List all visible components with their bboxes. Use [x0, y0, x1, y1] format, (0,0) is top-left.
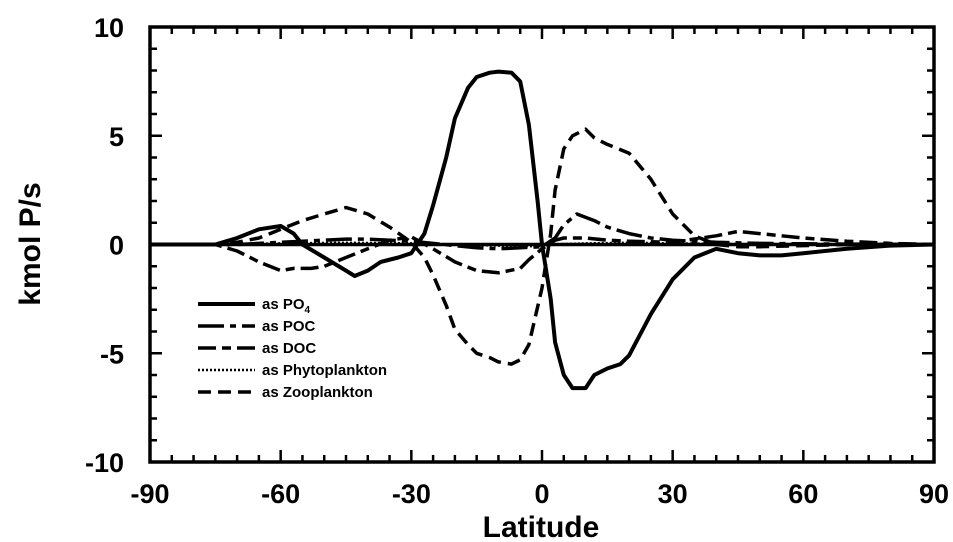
x-tick-label: 60 — [788, 479, 818, 509]
series-line-0 — [150, 69, 935, 391]
legend: as PO4 as POC as DOC as Phytoplankton as Zoo… — [198, 296, 387, 401]
y-tick-label: -10 — [85, 448, 124, 478]
legend-label-subscript: 4 — [305, 305, 311, 316]
x-tick-label: -30 — [392, 479, 431, 509]
x-tick-label: -60 — [261, 479, 300, 509]
axes-layer: -90 -60 -30 0 30 60 90 -10 -5 0 5 10 — [85, 13, 949, 509]
x-tick-label: 30 — [658, 479, 688, 509]
legend-label-3: as Phytoplankton — [262, 362, 387, 379]
x-tick-label: -90 — [130, 479, 169, 509]
x-tick-label: 90 — [919, 479, 949, 509]
series-line-2 — [150, 229, 935, 275]
y-tick-label: 0 — [109, 231, 124, 261]
series-line-1 — [150, 212, 935, 251]
series-line-3 — [150, 241, 935, 248]
legend-label-2: as DOC — [262, 340, 316, 357]
y-tick-label: -5 — [100, 339, 124, 369]
x-axis-title: Latitude — [483, 511, 600, 542]
y-tick-label: 5 — [109, 122, 124, 152]
series-layer — [150, 69, 935, 391]
legend-label-0: as PO4 — [262, 296, 311, 316]
legend-label-4: as Zooplankton — [262, 384, 373, 401]
x-tick-label: 0 — [534, 479, 549, 509]
y-axis-title: kmol P/s — [14, 182, 47, 305]
y-tick-label: 10 — [94, 13, 124, 43]
series-line-4 — [150, 127, 934, 366]
legend-label-1: as POC — [262, 318, 316, 335]
